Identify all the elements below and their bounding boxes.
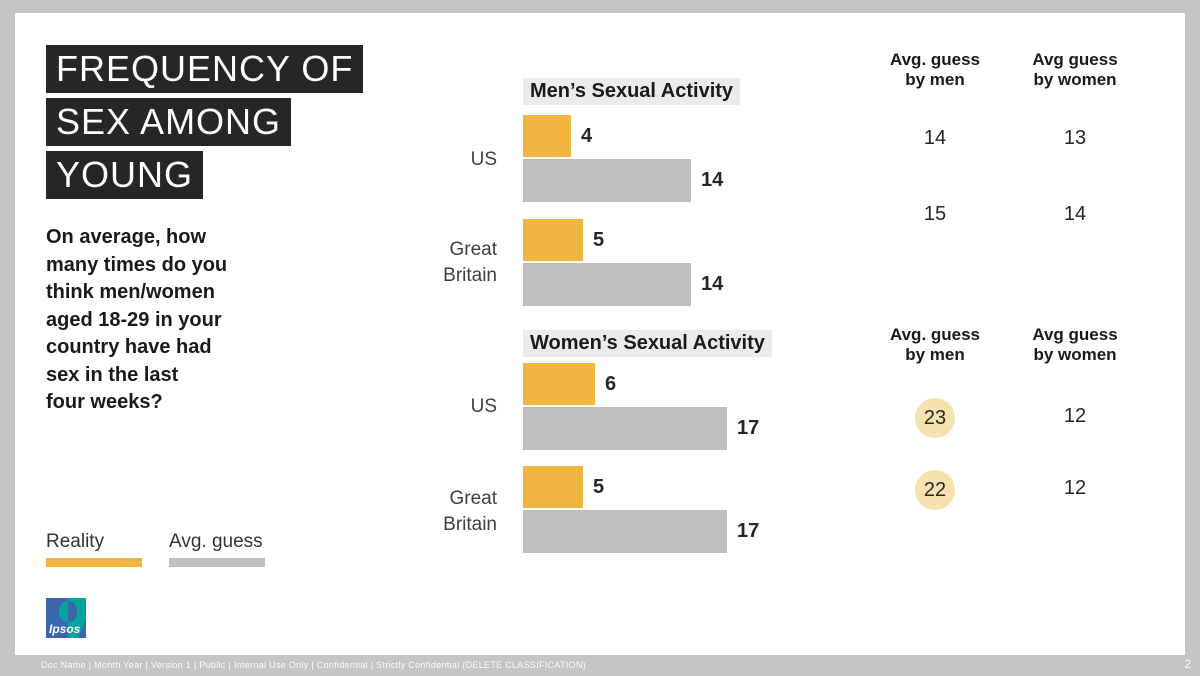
- title-line-3: YOUNG: [46, 151, 204, 199]
- guess-by-men-men-gb: 15: [923, 203, 947, 225]
- reality-bar-women-gb: [523, 466, 583, 508]
- ipsos-logo-emblem-left: [59, 601, 68, 622]
- reality-value-women-us: 6: [605, 372, 617, 395]
- avg-value-men-us: 14: [701, 169, 724, 191]
- col-header-women-guess-by-women: Avg guess by women: [1032, 325, 1118, 364]
- guess-by-women-men-gb: 14: [1063, 203, 1087, 225]
- row-label-men-gb: Great Britain: [443, 239, 497, 286]
- row-label-women-gb: Great Britain: [443, 488, 497, 535]
- col-header-men-guess-by-men: Avg. guess by men: [889, 50, 981, 89]
- avg-value-women-gb: 17: [737, 520, 760, 542]
- avg-value-women-us: 17: [737, 417, 760, 439]
- legend-avg-label: Avg. guess: [169, 531, 263, 552]
- survey-question: On average, how many times do you think …: [46, 226, 228, 413]
- title-line-1: FREQUENCY OF: [46, 45, 364, 93]
- section-header-women: Women’s Sexual Activity: [523, 330, 772, 357]
- legend-avg-swatch: [169, 558, 265, 567]
- slide-body: FREQUENCY OF SEX AMONG YOUNG On average,…: [15, 13, 1185, 655]
- page-number: 2: [1184, 657, 1191, 671]
- guess-by-women-men-us: 13: [1063, 127, 1087, 149]
- reality-bar-men-us: [523, 115, 571, 157]
- ipsos-logo-text: Ipsos: [49, 622, 81, 636]
- guess-by-women-women-gb: 12: [1063, 477, 1087, 499]
- highlighted-guess-by-men-women-us: 23: [915, 398, 955, 438]
- bar-group-women-us-reality: 6: [523, 363, 616, 405]
- reality-bar-men-gb: [523, 219, 583, 261]
- bar-group-men-us-avg: 14: [523, 159, 723, 202]
- avg-bar-women-gb: [523, 510, 727, 553]
- ipsos-logo-emblem-right: [68, 601, 77, 622]
- col-header-women-guess-by-men: Avg. guess by men: [889, 325, 981, 364]
- reality-value-men-gb: 5: [593, 228, 605, 251]
- row-label-women-us: US: [470, 396, 497, 417]
- legend-reality-label: Reality: [46, 531, 105, 552]
- bar-group-women-us-avg: 17: [523, 407, 759, 450]
- section-header-men: Men’s Sexual Activity: [523, 78, 741, 105]
- avg-bar-women-us: [523, 407, 727, 450]
- guess-by-women-women-us: 12: [1063, 405, 1087, 427]
- bar-group-men-us-reality: 4: [523, 115, 592, 157]
- row-label-men-us: US: [470, 149, 497, 170]
- ipsos-logo: Ipsos: [46, 598, 86, 638]
- bar-group-women-gb-reality: 5: [523, 466, 604, 508]
- avg-bar-men-us: [523, 159, 691, 202]
- slide-title: FREQUENCY OF SEX AMONG YOUNG: [46, 45, 364, 204]
- bar-group-women-gb-avg: 17: [523, 510, 759, 553]
- title-line-2: SEX AMONG: [46, 98, 292, 146]
- avg-value-men-gb: 14: [701, 273, 724, 295]
- col-header-men-guess-by-women: Avg guess by women: [1032, 50, 1118, 89]
- guess-by-men-men-us: 14: [923, 127, 947, 149]
- avg-bar-men-gb: [523, 263, 691, 306]
- reality-bar-women-us: [523, 363, 595, 405]
- reality-value-men-us: 4: [581, 124, 593, 147]
- highlighted-guess-by-men-women-gb: 22: [915, 470, 955, 510]
- legend-reality-swatch: [46, 558, 142, 567]
- reality-value-women-gb: 5: [593, 475, 605, 498]
- bar-group-men-gb-reality: 5: [523, 219, 604, 261]
- classification-footer: Doc Name | Month Year | Version 1 | Publ…: [41, 660, 587, 670]
- bar-group-men-gb-avg: 14: [523, 263, 723, 306]
